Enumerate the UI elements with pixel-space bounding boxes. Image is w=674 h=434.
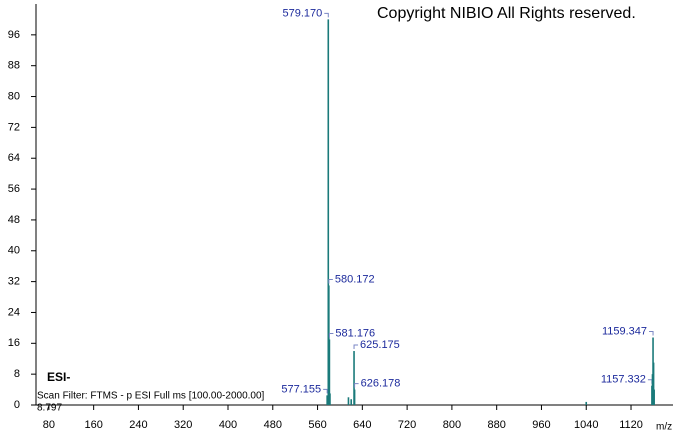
x-tick-label: 800 [443,419,461,431]
peak-label: 579.170 [283,7,323,19]
y-tick-label: 24 [8,306,20,318]
peak-label: 577.155 [281,383,321,395]
y-tick-label: 56 [8,183,20,195]
label-leader [328,332,334,338]
filter-box [35,389,275,413]
scan-filter: Scan Filter: FTMS - p ESI Full ms [100.0… [37,391,265,402]
x-tick-label: 80 [43,419,55,431]
retention-time: 8.797 [37,403,62,414]
x-tick-label: 880 [487,419,505,431]
peak-label: 625.175 [360,339,400,351]
peak-label: 1159.347 [602,325,647,337]
y-tick-label: 72 [8,121,20,133]
x-axis-label: m/z [656,422,672,433]
x-tick-label: 1040 [574,419,598,431]
peak-label: 1157.332 [601,374,646,386]
x-tick-label: 320 [174,419,192,431]
label-leader [323,388,328,394]
x-tick-label: 160 [84,419,102,431]
peak-label: 626.178 [361,377,401,389]
chart-title: Copyright NIBIO All Rights reserved. [377,5,636,22]
x-tick-label: 1120 [619,419,643,431]
y-tick-label: 32 [8,276,20,288]
y-tick-label: 80 [8,90,20,102]
label-leader [647,379,653,384]
y-tick-label: 16 [8,337,20,349]
ionization-label: ESI- [47,370,70,384]
x-tick-label: 720 [398,419,416,431]
peak-label: 581.176 [335,327,375,339]
label-leader [354,383,359,388]
x-tick-label: 640 [353,419,371,431]
x-tick-label: 960 [532,419,550,431]
label-leader [324,12,329,18]
x-tick-label: 400 [219,419,237,431]
x-tick-label: 560 [308,419,326,431]
peak-label: 580.172 [335,273,375,285]
label-leader [353,344,359,350]
y-tick-label: 48 [8,214,20,226]
label-leader [328,278,333,284]
y-tick-label: 0 [14,399,20,411]
y-tick-label: 64 [8,152,20,164]
label-leader [649,331,654,336]
y-tick-label: 40 [8,245,20,257]
y-tick-label: 88 [8,60,20,72]
x-tick-label: 240 [129,419,147,431]
y-tick-label: 96 [8,29,20,41]
x-tick-label: 480 [264,419,282,431]
y-tick-label: 8 [14,368,20,380]
